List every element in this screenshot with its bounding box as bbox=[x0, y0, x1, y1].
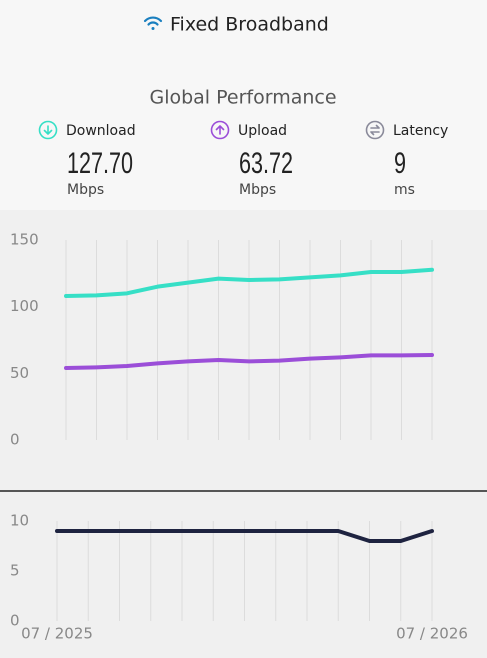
stat-unit: Mbps bbox=[67, 182, 104, 198]
x-tick-label: 07 / 2026 bbox=[396, 625, 468, 643]
y-tick-label: 0 bbox=[10, 612, 20, 630]
stat-value: 127.70 bbox=[67, 145, 133, 179]
header-subtitle: Global Performance bbox=[149, 87, 336, 109]
y-tick-label: 150 bbox=[10, 231, 39, 249]
x-tick-label: 07 / 2025 bbox=[21, 625, 93, 643]
icon-arrow bbox=[215, 125, 225, 135]
stat-unit: Mbps bbox=[239, 182, 276, 198]
stat-value: 63.72 bbox=[239, 145, 293, 179]
header-bg bbox=[0, 0, 487, 210]
y-tick-label: 100 bbox=[10, 297, 39, 315]
icon-circle bbox=[38, 120, 58, 140]
plots: 0 50 100 150 0 5 10 07 / 2025 07 / 2026 bbox=[10, 231, 468, 643]
stat-unit: ms bbox=[394, 182, 415, 198]
series-line bbox=[64, 267, 434, 298]
chart-bg bbox=[0, 210, 487, 658]
stat-icon bbox=[38, 120, 58, 140]
series-line bbox=[64, 353, 434, 370]
y-tick-label: 50 bbox=[10, 364, 29, 382]
series-line bbox=[55, 529, 434, 543]
icon-circle bbox=[210, 120, 230, 140]
y-tick-label: 0 bbox=[10, 431, 20, 449]
stat-icon bbox=[365, 120, 385, 140]
icon-arrow bbox=[43, 125, 53, 135]
stats: Download 127.70 Mbps Upload 63.72 Mbps Latency… bbox=[38, 120, 448, 198]
header-title: Fixed Broadband bbox=[170, 14, 329, 36]
stat-value: 9 bbox=[394, 145, 406, 179]
icon-arrow bbox=[370, 124, 380, 136]
stat-label: Upload bbox=[238, 123, 287, 139]
stat-label: Latency bbox=[393, 123, 448, 139]
y-tick-label: 5 bbox=[10, 562, 20, 580]
stat-label: Download bbox=[66, 123, 136, 139]
stat-icon bbox=[210, 120, 230, 140]
y-tick-label: 10 bbox=[10, 512, 29, 530]
icon-circle bbox=[365, 120, 385, 140]
wifi-icon bbox=[143, 16, 163, 30]
